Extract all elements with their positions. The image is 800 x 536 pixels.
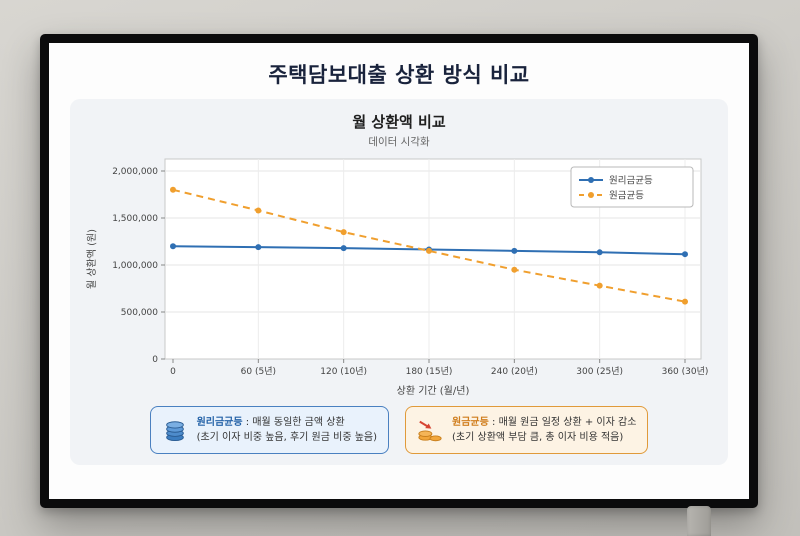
info-line-2: (초기 상환액 부담 큼, 총 이자 비용 적음) xyxy=(452,432,624,443)
svg-text:원금균등: 원금균등 xyxy=(609,191,644,202)
svg-text:상환 기간 (월/년): 상환 기간 (월/년) xyxy=(397,385,470,397)
info-box-equal-payment: 원리금균등 : 매월 동일한 금액 상환 (초기 이자 비중 높음, 후기 원금… xyxy=(149,406,390,454)
svg-text:180 (15년): 180 (15년) xyxy=(406,366,453,377)
svg-text:1,500,000: 1,500,000 xyxy=(112,214,158,224)
coin-stack-icon xyxy=(162,417,188,443)
coin-decrease-icon xyxy=(417,417,443,443)
info-text-equal-principal: 원금균등 : 매월 원금 일정 상환 + 이자 감소 (초기 상환액 부담 큼,… xyxy=(452,415,636,445)
svg-text:500,000: 500,000 xyxy=(121,308,158,318)
chart-subtitle: 데이터 시각화 xyxy=(368,136,430,148)
svg-text:0: 0 xyxy=(170,367,176,377)
svg-text:0: 0 xyxy=(152,355,158,365)
svg-text:240 (20년): 240 (20년) xyxy=(491,366,538,377)
legend-info-row: 원리금균등 : 매월 동일한 금액 상환 (초기 이자 비중 높음, 후기 원금… xyxy=(78,406,720,454)
svg-text:월 상환액 (원): 월 상환액 (원) xyxy=(86,229,98,289)
slide-title: 주택담보대출 상환 방식 비교 xyxy=(268,63,530,87)
info-box-equal-principal: 원금균등 : 매월 원금 일정 상환 + 이자 감소 (초기 상환액 부담 큼,… xyxy=(405,406,649,454)
info-line-1: 원금균등 : 매월 원금 일정 상환 + 이자 감소 xyxy=(452,417,637,428)
svg-text:60 (5년): 60 (5년) xyxy=(241,366,276,377)
tv-screen: 주택담보대출 상환 방식 비교 월 상환액 비교 데이터 시각화 0 60 (5년… xyxy=(49,43,749,499)
chart-title: 월 상환액 비교 xyxy=(352,113,446,131)
svg-text:360 (30년): 360 (30년) xyxy=(662,366,709,377)
info-line-2: (초기 이자 비중 높음, 후기 원금 비중 높음) xyxy=(196,432,378,443)
info-line-1: 원리금균등 : 매월 동일한 금액 상환 xyxy=(196,417,345,428)
tv-frame: 주택담보대출 상환 방식 비교 월 상환액 비교 데이터 시각화 0 60 (5년… xyxy=(40,34,758,508)
line-chart: 0 60 (5년) 120 (10년) 180 (15년) 240 (20년) 300 (… xyxy=(86,158,709,397)
svg-text:2,000,000: 2,000,000 xyxy=(112,167,158,177)
svg-text:120 (10년): 120 (10년) xyxy=(320,366,367,377)
chart-card: 월 상환액 비교 데이터 시각화 0 60 (5년) 120 (10년) 180 (1… xyxy=(70,99,728,465)
info-text-equal-payment: 원리금균등 : 매월 동일한 금액 상환 (초기 이자 비중 높음, 후기 원금… xyxy=(197,415,377,445)
svg-text:1,000,000: 1,000,000 xyxy=(112,261,158,271)
svg-text:원리금균등: 원리금균등 xyxy=(609,176,653,187)
wall-mount-fixture xyxy=(687,506,711,536)
svg-text:300 (25년): 300 (25년) xyxy=(576,366,623,377)
